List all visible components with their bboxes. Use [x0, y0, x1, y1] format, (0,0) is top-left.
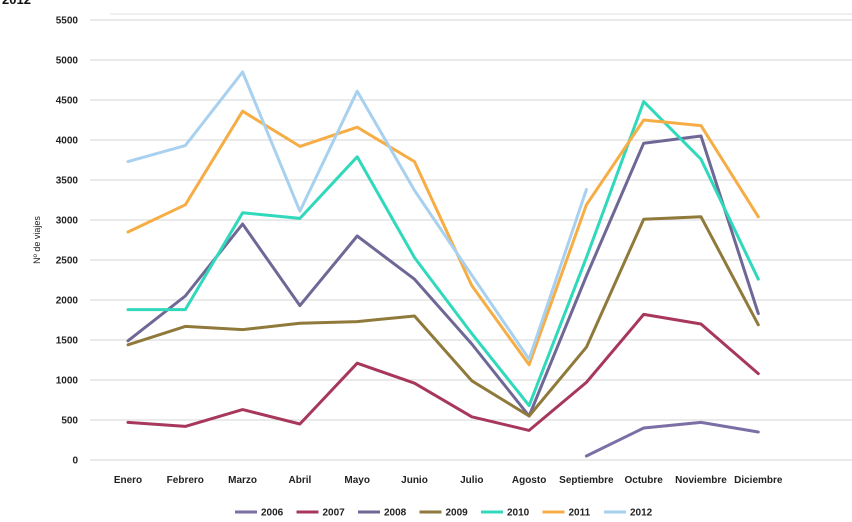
legend-label: 2008: [384, 508, 407, 519]
y-tick-label: 5000: [56, 56, 79, 67]
y-tick-label: 4000: [56, 136, 79, 147]
legend-label: 2012: [630, 508, 653, 519]
y-tick-label: 4500: [56, 96, 79, 107]
series-line-2010: [126, 100, 760, 408]
x-tick-label: Agosto: [512, 475, 546, 486]
y-axis-label: Nº de viajes: [32, 216, 42, 264]
y-axis-ticks: 0 500 1000 1500 2000 2500 3000 3500 4000 4500 5000…: [56, 16, 79, 467]
y-tick-label: 500: [61, 416, 78, 427]
y-tick-label: 1000: [56, 376, 79, 387]
legend-label: 2006: [261, 508, 284, 519]
series-line-2006: [584, 420, 760, 458]
legend-label: 2009: [446, 508, 469, 519]
y-tick-label: 0: [72, 456, 78, 467]
legend-label: 2007: [323, 508, 346, 519]
x-tick-label: Octubre: [625, 475, 664, 486]
x-tick-label: Junio: [401, 475, 428, 486]
corner-label: 2012: [2, 0, 31, 7]
y-tick-label: 2000: [56, 296, 79, 307]
series-line-2007: [126, 312, 760, 432]
y-tick-label: 5500: [56, 16, 79, 27]
x-tick-label: Enero: [114, 475, 142, 486]
legend: 2006 2007 2008 2009 2010 2011 2012: [235, 508, 653, 519]
gridlines: [90, 19, 852, 461]
x-tick-label: Septiembre: [559, 475, 614, 486]
y-tick-label: 3500: [56, 176, 79, 187]
y-tick-label: 3000: [56, 216, 79, 227]
series-line-2012: [126, 70, 588, 361]
x-tick-label: Abril: [289, 475, 312, 486]
x-axis-ticks: Enero Febrero Marzo Abril Mayo Junio Julio Agos…: [114, 475, 783, 486]
series-lines: [126, 70, 760, 458]
x-tick-label: Mayo: [344, 475, 370, 486]
x-tick-label: Diciembre: [734, 475, 783, 486]
x-tick-label: Marzo: [228, 475, 257, 486]
y-tick-label: 2500: [56, 256, 79, 267]
series-line-2011: [126, 109, 760, 367]
legend-label: 2011: [569, 508, 591, 519]
legend-label: 2010: [507, 508, 530, 519]
x-tick-label: Julio: [460, 475, 483, 486]
x-tick-label: Febrero: [167, 475, 204, 486]
y-tick-label: 1500: [56, 336, 79, 347]
x-tick-label: Noviembre: [675, 475, 727, 486]
series-line-2008: [126, 134, 760, 418]
series-line-2009: [126, 215, 760, 418]
